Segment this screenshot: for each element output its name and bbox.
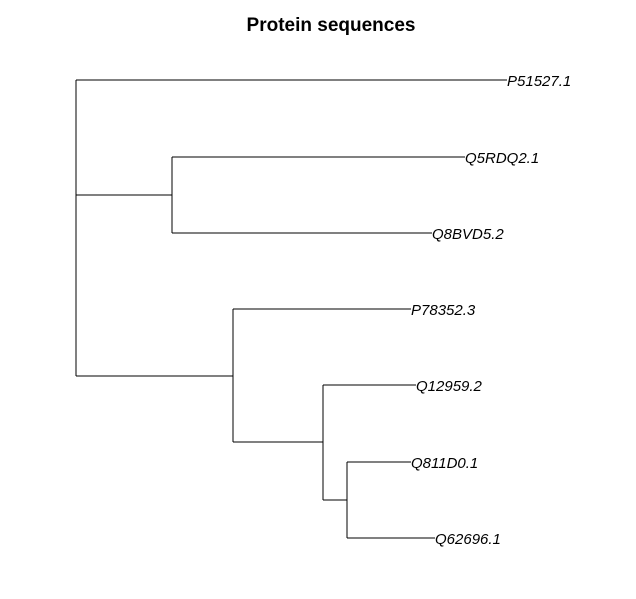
- diagram-title: Protein sequences: [247, 15, 416, 36]
- tip-label-q12959: Q12959.2: [416, 378, 483, 395]
- tip-label-p51527: P51527.1: [507, 73, 571, 90]
- tip-label-q811d0: Q811D0.1: [411, 455, 478, 472]
- tip-label-q62696: Q62696.1: [435, 531, 501, 548]
- tip-label-q5rdq2: Q5RDQ2.1: [465, 150, 539, 167]
- tree-edges: [75, 79, 507, 539]
- tip-labels: P51527.1 Q5RDQ2.1 Q8BVD5.2 P78352.3 Q129…: [411, 73, 571, 548]
- tip-label-p78352: P78352.3: [411, 302, 476, 319]
- tip-label-q8bvd5: Q8BVD5.2: [432, 226, 504, 243]
